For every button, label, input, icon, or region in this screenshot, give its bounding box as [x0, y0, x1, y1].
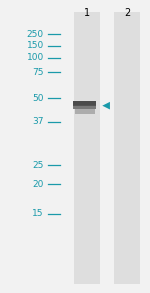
Text: 25: 25 [32, 161, 44, 170]
Bar [74, 12, 99, 284]
Bar [73, 101, 96, 106]
Text: 100: 100 [27, 53, 44, 62]
Text: 150: 150 [27, 41, 44, 50]
Text: 15: 15 [32, 209, 44, 218]
Bar [73, 105, 96, 110]
Text: 20: 20 [32, 180, 44, 189]
Bar [114, 12, 140, 284]
Bar [75, 110, 95, 114]
Text: 50: 50 [32, 94, 44, 103]
Text: 37: 37 [32, 117, 44, 126]
Text: 250: 250 [27, 30, 44, 39]
Text: 2: 2 [124, 8, 130, 18]
Text: 75: 75 [32, 68, 44, 77]
Text: 1: 1 [84, 8, 90, 18]
